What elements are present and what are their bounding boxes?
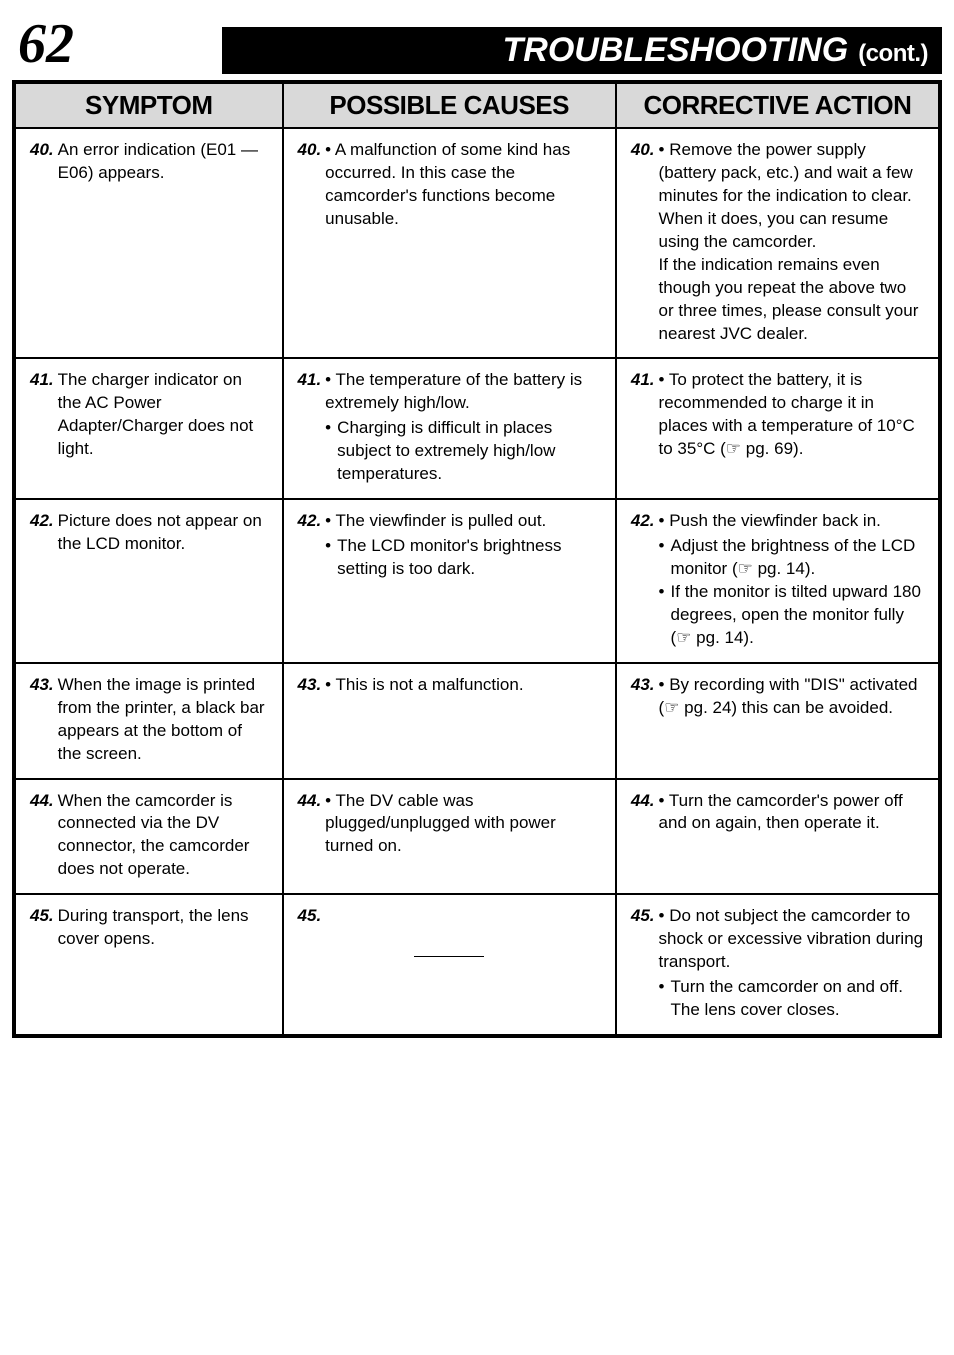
- symptom-text: Picture does not appear on the LCD monit…: [58, 510, 268, 556]
- cause-text: • A malfunction of some kind has occurre…: [325, 139, 601, 231]
- cause-text: • The DV cable was plugged/unplugged wit…: [325, 790, 601, 859]
- col-header-action: CORRECTIVE ACTION: [616, 82, 940, 128]
- causes-cell: 40. • A malfunction of some kind has occ…: [283, 128, 616, 358]
- symptom-cell: 41. The charger indicator on the AC Powe…: [14, 358, 283, 499]
- action-text: • Remove the power supply (battery pack,…: [659, 139, 924, 345]
- causes-cell: 44. • The DV cable was plugged/unplugged…: [283, 779, 616, 895]
- cause-bullet: Charging is difficult in places subject …: [325, 417, 601, 486]
- symptom-cell: 42. Picture does not appear on the LCD m…: [14, 499, 283, 663]
- table-row: 42. Picture does not appear on the LCD m…: [14, 499, 940, 663]
- symptom-cell: 45. During transport, the lens cover ope…: [14, 894, 283, 1036]
- action-text: • By recording with "DIS" activated (☞ p…: [659, 674, 924, 720]
- causes-cell: 45.: [283, 894, 616, 1036]
- troubleshooting-table: SYMPTOM POSSIBLE CAUSES CORRECTIVE ACTIO…: [12, 80, 942, 1038]
- table-row: 45. During transport, the lens cover ope…: [14, 894, 940, 1036]
- table-row: 40. An error indication (E01 — E06) appe…: [14, 128, 940, 358]
- item-number: 40.: [30, 139, 58, 185]
- action-cell: 42. • Push the viewfinder back in.Adjust…: [616, 499, 940, 663]
- table-row: 41. The charger indicator on the AC Powe…: [14, 358, 940, 499]
- item-number: 41.: [298, 369, 326, 486]
- item-number: 44.: [631, 790, 659, 836]
- item-number: 45.: [631, 905, 659, 1022]
- item-number: 41.: [30, 369, 58, 461]
- cause-text: • This is not a malfunction.: [325, 674, 601, 697]
- cause-text: • The viewfinder is pulled out.The LCD m…: [325, 510, 601, 581]
- item-number: 44.: [30, 790, 58, 882]
- item-number: 43.: [30, 674, 58, 766]
- empty-line: [414, 956, 484, 957]
- symptom-text: An error indication (E01 — E06) appears.: [58, 139, 268, 185]
- section-title: TROUBLESHOOTING (cont.): [222, 27, 942, 74]
- causes-cell: 41. • The temperature of the battery is …: [283, 358, 616, 499]
- action-cell: 40. • Remove the power supply (battery p…: [616, 128, 940, 358]
- action-text: • To protect the battery, it is recommen…: [659, 369, 924, 461]
- col-header-causes: POSSIBLE CAUSES: [283, 82, 616, 128]
- item-number: 45.: [30, 905, 58, 951]
- action-text: • Push the viewfinder back in.Adjust the…: [659, 510, 924, 650]
- action-bullet: If the monitor is tilted upward 180 degr…: [659, 581, 924, 650]
- action-text: • Turn the camcorder's power off and on …: [659, 790, 924, 836]
- col-header-symptom: SYMPTOM: [14, 82, 283, 128]
- item-number: 40.: [298, 139, 326, 231]
- action-bullet: Adjust the brightness of the LCD monitor…: [659, 535, 924, 581]
- symptom-cell: 40. An error indication (E01 — E06) appe…: [14, 128, 283, 358]
- table-row: 44. When the camcorder is connected via …: [14, 779, 940, 895]
- title-text: TROUBLESHOOTING: [503, 31, 849, 70]
- table-row: 43. When the image is printed from the p…: [14, 663, 940, 779]
- action-bullet: Turn the camcorder on and off. The lens …: [659, 976, 924, 1022]
- item-number: 42.: [631, 510, 659, 650]
- page-number: 62: [18, 16, 74, 74]
- item-number: 43.: [631, 674, 659, 720]
- symptom-text: When the image is printed from the print…: [58, 674, 268, 766]
- action-cell: 45. • Do not subject the camcorder to sh…: [616, 894, 940, 1036]
- table-header-row: SYMPTOM POSSIBLE CAUSES CORRECTIVE ACTIO…: [14, 82, 940, 128]
- item-number: 42.: [298, 510, 326, 581]
- title-cont: (cont.): [858, 40, 928, 68]
- symptom-cell: 44. When the camcorder is connected via …: [14, 779, 283, 895]
- item-number: 42.: [30, 510, 58, 556]
- item-number: 41.: [631, 369, 659, 461]
- action-cell: 41. • To protect the battery, it is reco…: [616, 358, 940, 499]
- action-cell: 44. • Turn the camcorder's power off and…: [616, 779, 940, 895]
- causes-cell: 43. • This is not a malfunction.: [283, 663, 616, 779]
- cause-text: • The temperature of the battery is extr…: [325, 369, 601, 486]
- causes-cell: 42. • The viewfinder is pulled out.The L…: [283, 499, 616, 663]
- item-number: 45.: [298, 905, 326, 928]
- action-cell: 43. • By recording with "DIS" activated …: [616, 663, 940, 779]
- symptom-text: The charger indicator on the AC Power Ad…: [58, 369, 268, 461]
- item-number: 43.: [298, 674, 326, 697]
- symptom-text: When the camcorder is connected via the …: [58, 790, 268, 882]
- symptom-cell: 43. When the image is printed from the p…: [14, 663, 283, 779]
- cause-bullet: The LCD monitor's brightness setting is …: [325, 535, 601, 581]
- symptom-text: During transport, the lens cover opens.: [58, 905, 268, 951]
- item-number: 44.: [298, 790, 326, 859]
- item-number: 40.: [631, 139, 659, 345]
- action-text: • Do not subject the camcorder to shock …: [659, 905, 924, 1022]
- cause-text: [325, 905, 601, 928]
- page-header: 62 TROUBLESHOOTING (cont.): [0, 0, 954, 74]
